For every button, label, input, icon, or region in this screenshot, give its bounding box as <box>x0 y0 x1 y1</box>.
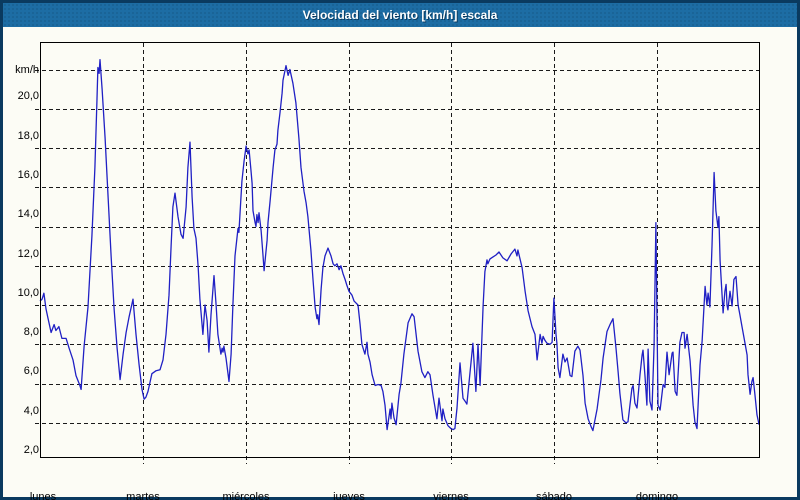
day-name: lunes <box>29 491 57 500</box>
x-day-label: viernes 24/10/14 <box>430 490 473 500</box>
x-day-label: martes 21/10/14 <box>122 490 165 500</box>
day-name: martes <box>126 491 160 500</box>
window-titlebar: Velocidad del viento [km/h] escala <box>3 3 797 27</box>
y-tick-label: 10,0 <box>17 287 39 299</box>
chart-area: km/h 20,0 18,0 16,0 14,0 12,0 10,0 8,0 6… <box>3 27 797 500</box>
x-day-label: jueves 23/10/14 <box>328 490 371 500</box>
y-tick-label: 20,0 <box>17 90 39 102</box>
y-tick-label: 12,0 <box>17 248 39 260</box>
day-name: sábado <box>535 491 573 500</box>
y-tick-label: 4,0 <box>23 405 39 417</box>
window-title: Velocidad del viento [km/h] escala <box>302 8 498 22</box>
y-tick-label: 16,0 <box>17 169 39 181</box>
y-tick-label: 8,0 <box>23 326 39 338</box>
y-axis-unit-label: km/h <box>15 64 39 76</box>
x-day-label: sábado 25/10/14 <box>533 490 576 500</box>
y-tick-label: 6,0 <box>23 365 39 377</box>
y-tick-label: 14,0 <box>17 208 39 220</box>
y-tick-label: 18,0 <box>17 130 39 142</box>
x-day-label: lunes 20/10/14 <box>22 490 65 500</box>
day-name: domingo <box>635 491 679 500</box>
x-day-label: domingo 26/10/14 <box>636 490 679 500</box>
day-name: miércoles <box>222 491 270 500</box>
x-day-label: miércoles 22/10/14 <box>222 490 269 500</box>
y-tick-label: 2,0 <box>23 444 39 456</box>
wind-speed-line <box>39 59 760 432</box>
plot-border <box>40 42 760 458</box>
day-name: viernes <box>433 491 469 500</box>
wind-speed-chart <box>35 42 760 464</box>
day-name: jueves <box>333 491 365 500</box>
